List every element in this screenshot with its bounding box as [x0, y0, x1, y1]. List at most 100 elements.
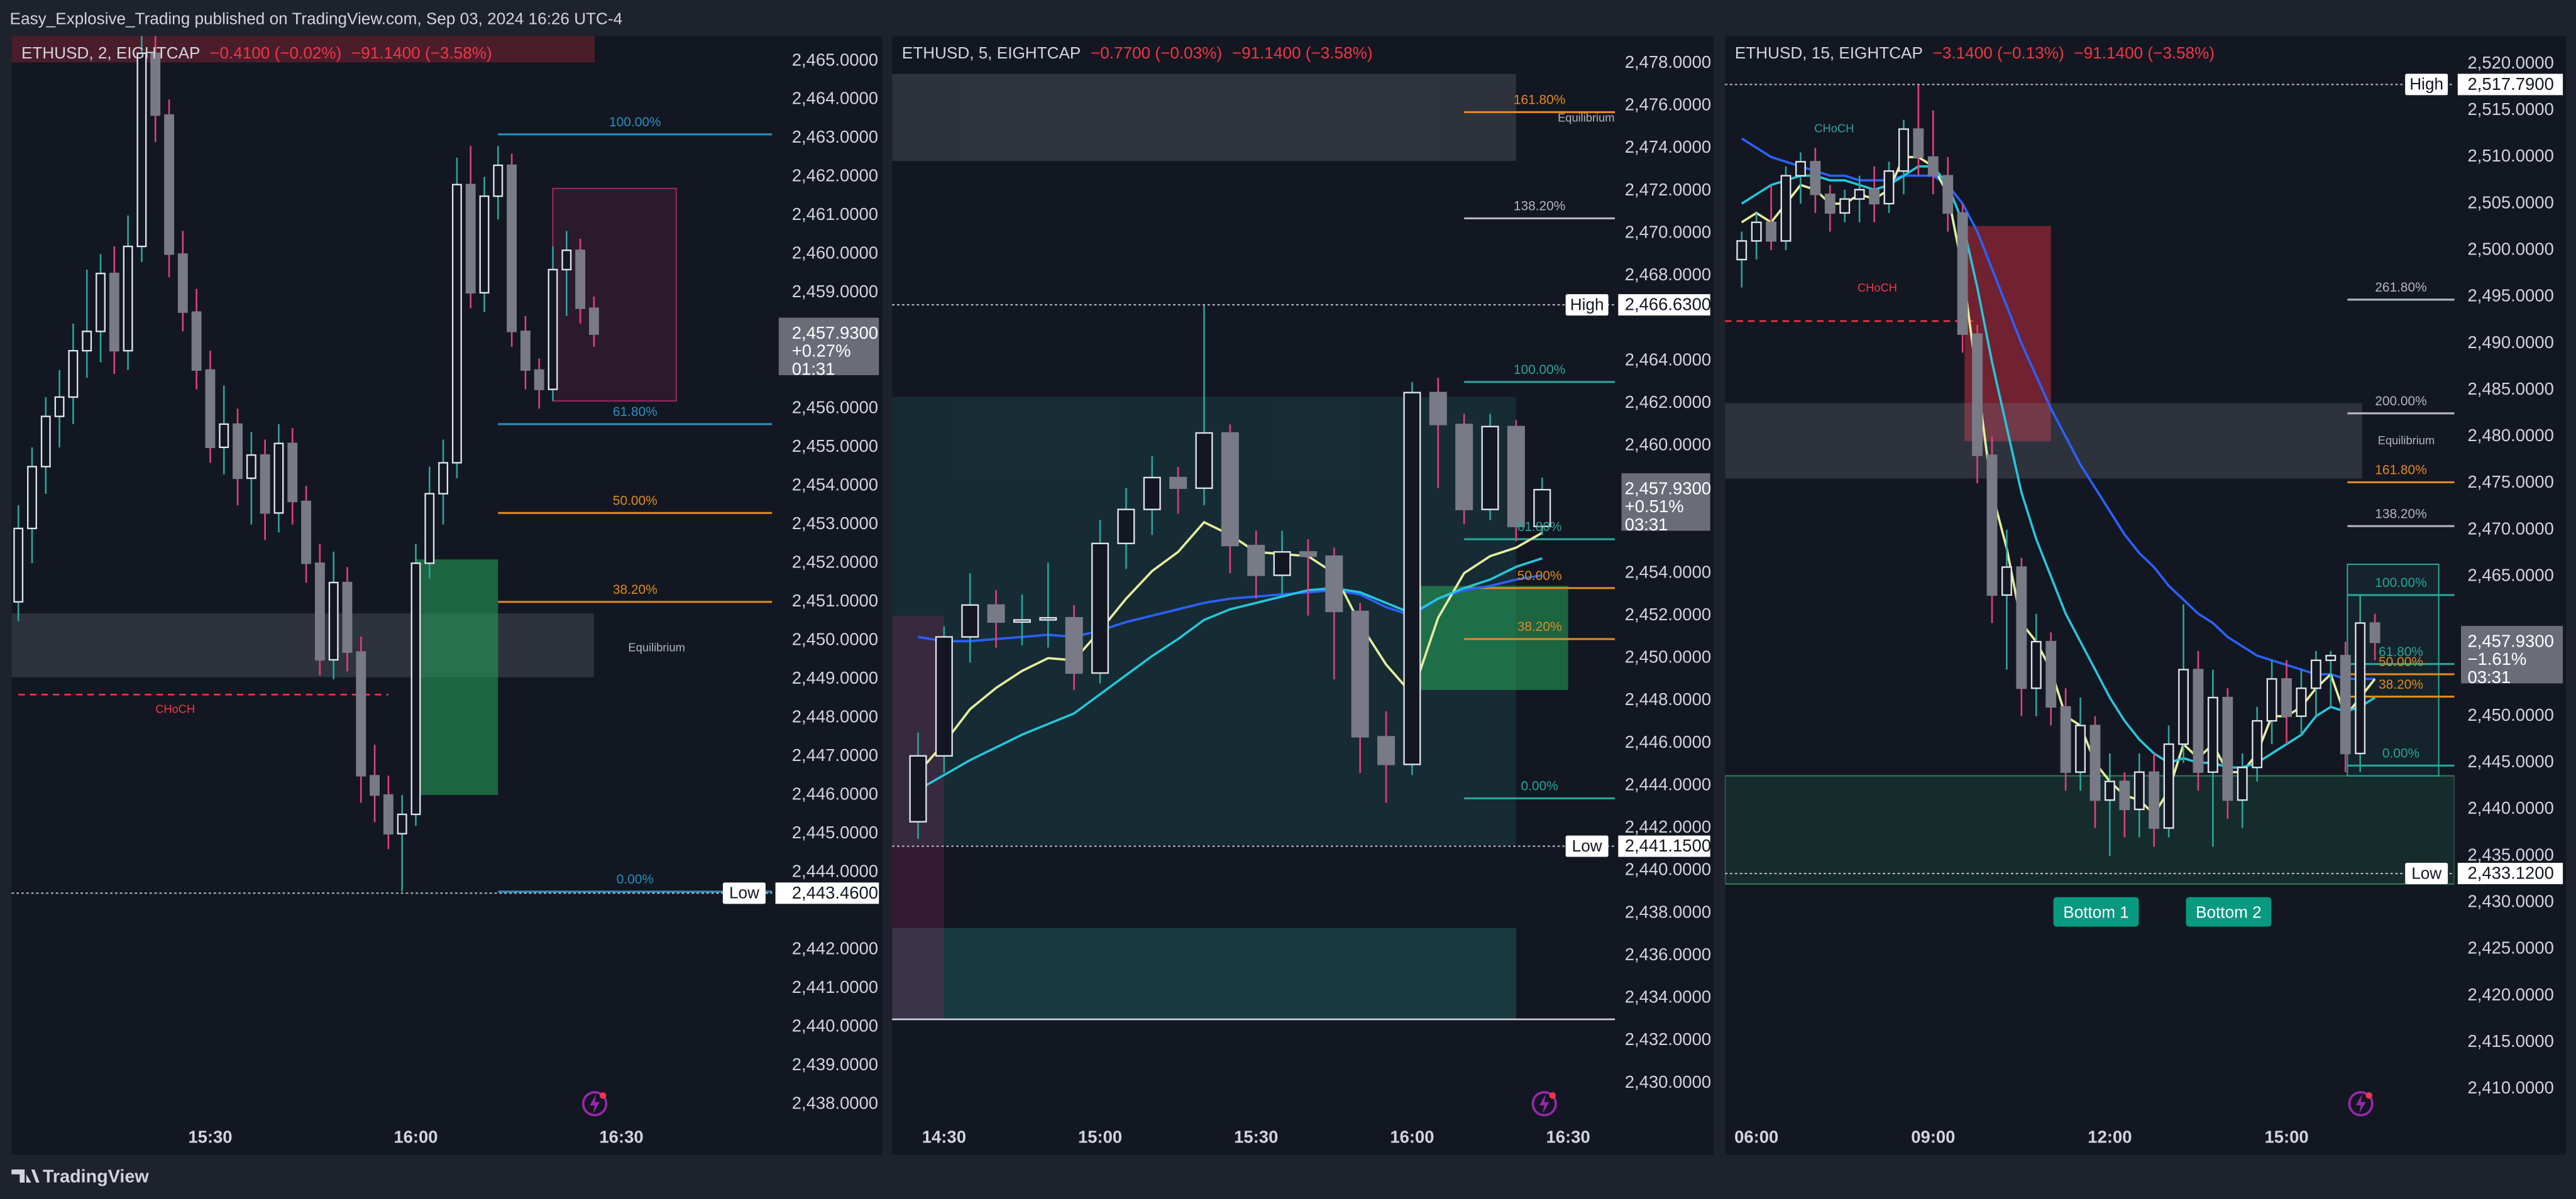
candle-body — [191, 311, 202, 371]
chart-legend: ETHUSD, 5, EIGHTCAP −0.7700 (−0.03%) −91.1… — [902, 43, 1373, 62]
y-tick-label: 2,470.0000 — [2468, 518, 2554, 538]
day-change: −91.1400 (−3.58%) — [2074, 43, 2215, 62]
y-tick-label: 2,448.0000 — [1625, 689, 1711, 709]
zone — [552, 187, 677, 402]
candle-body — [1377, 736, 1395, 765]
symbol-title: ETHUSD, 5, EIGHTCAP — [902, 43, 1081, 62]
low-price: 2,433.1200 — [2468, 863, 2554, 883]
y-tick-label: 2,485.0000 — [2468, 379, 2554, 398]
y-tick-label: 2,438.0000 — [1625, 902, 1711, 921]
low-tag — [1565, 835, 1609, 857]
chart-legend: ETHUSD, 2, EIGHTCAP −0.4100 (−0.02%) −91.1… — [21, 43, 492, 62]
candle-body — [575, 249, 586, 309]
candle-body — [1736, 240, 1748, 261]
y-tick-label: 2,472.0000 — [1625, 180, 1711, 199]
candle-body — [1195, 432, 1213, 490]
y-tick-label: 2,500.0000 — [2468, 239, 2554, 258]
tradingview-logo — [11, 1169, 40, 1183]
y-tick-label: 2,432.0000 — [1625, 1029, 1711, 1049]
candle-body — [987, 604, 1005, 623]
y-tick-label: 2,449.0000 — [792, 668, 878, 687]
last-price: 2,457.9300 — [792, 323, 878, 342]
candle-body — [2237, 767, 2248, 801]
y-tick-label: 2,444.0000 — [792, 861, 878, 880]
y-tick-label: 2,446.0000 — [792, 784, 878, 803]
candle-body — [1403, 391, 1421, 765]
candle-body — [2030, 640, 2042, 689]
y-tick-label: 2,454.0000 — [1625, 562, 1711, 581]
y-tick-label: 2,452.0000 — [1625, 605, 1711, 624]
candle-body — [2193, 669, 2204, 773]
x-tick-label: 15:00 — [2264, 1127, 2308, 1147]
candle-body — [370, 775, 380, 796]
candle-body — [2133, 771, 2145, 811]
fib-label: 50.00% — [613, 494, 658, 508]
high-tag — [1565, 294, 1609, 316]
x-tick-label: 16:00 — [394, 1127, 438, 1147]
fib-label: 50.00% — [2379, 655, 2423, 669]
candle-body — [1299, 551, 1317, 557]
candle-body — [27, 466, 37, 530]
candle-body — [1972, 333, 1983, 456]
candle-body — [1091, 542, 1109, 674]
candle-body — [1942, 175, 1954, 214]
low-tag — [2405, 863, 2448, 885]
fib-label: 0.00% — [2382, 747, 2419, 761]
y-tick-label: 2,495.0000 — [2468, 286, 2554, 305]
high-price-box — [1618, 294, 1710, 316]
alert-icon — [1531, 1091, 1557, 1117]
candle-body — [2163, 743, 2174, 829]
y-tick-label: 2,415.0000 — [2468, 1031, 2554, 1051]
badge-label: Bottom 1 — [2063, 903, 2129, 922]
fib-label: 100.00% — [2375, 576, 2426, 590]
plot-area: Equilibrium — [892, 74, 1616, 1021]
candle-body — [561, 249, 572, 271]
y-tick-label: 2,450.0000 — [2468, 705, 2554, 725]
last-price: 2,457.9300 — [2468, 631, 2554, 650]
day-change: −91.1400 (−3.58%) — [351, 43, 492, 62]
y-tick-label: 2,442.0000 — [792, 938, 878, 958]
y-tick-label: 2,425.0000 — [2468, 938, 2554, 958]
candle-body — [314, 562, 325, 661]
y-tick-label: 2,520.0000 — [2468, 53, 2554, 72]
candle-body — [13, 527, 24, 603]
y-tick-label: 2,461.0000 — [792, 204, 878, 224]
low-tag — [722, 882, 766, 904]
candle-body — [1766, 221, 1777, 242]
candle-body — [2355, 622, 2366, 755]
y-tick-label: 2,480.0000 — [2468, 425, 2554, 445]
y-tick-label: 2,456.0000 — [792, 398, 878, 417]
candle-body — [961, 604, 979, 638]
candle-body — [2075, 725, 2086, 773]
fib-label: 50.00% — [1517, 569, 1562, 583]
candle-body — [1455, 424, 1473, 510]
candle-body — [909, 755, 927, 823]
candle-body — [1481, 425, 1499, 510]
zone — [416, 559, 498, 796]
y-tick-label: 2,505.0000 — [2468, 192, 2554, 212]
fib-label: 100.00% — [609, 115, 661, 129]
annotation: CHoCH — [1814, 121, 1854, 134]
y-tick-label: 2,463.0000 — [792, 127, 878, 146]
candle-body — [548, 268, 558, 390]
candle-body — [40, 415, 51, 468]
candle-body — [1927, 156, 1939, 177]
y-tick-label: 2,447.0000 — [792, 745, 878, 765]
alert-dot — [599, 1092, 607, 1099]
countdown: 01:31 — [792, 359, 835, 378]
high-tag-text: High — [2409, 75, 2443, 94]
y-tick-label: 2,436.0000 — [1625, 944, 1711, 964]
y-tick-label: 2,445.0000 — [2468, 752, 2554, 771]
x-tick-label: 15:30 — [188, 1127, 232, 1147]
candle-body — [397, 813, 407, 835]
candle-body — [1221, 432, 1239, 547]
y-tick-label: 2,462.0000 — [1625, 392, 1711, 412]
annotation: Equilibrium — [1558, 111, 1614, 124]
candle-body — [1824, 194, 1836, 214]
candle-body — [1429, 391, 1447, 425]
y-tick-label: 2,448.0000 — [792, 706, 878, 726]
moving-average — [917, 557, 1543, 791]
high-price: 2,466.6300 — [1625, 295, 1711, 314]
y-tick-label: 2,515.0000 — [2468, 99, 2554, 119]
